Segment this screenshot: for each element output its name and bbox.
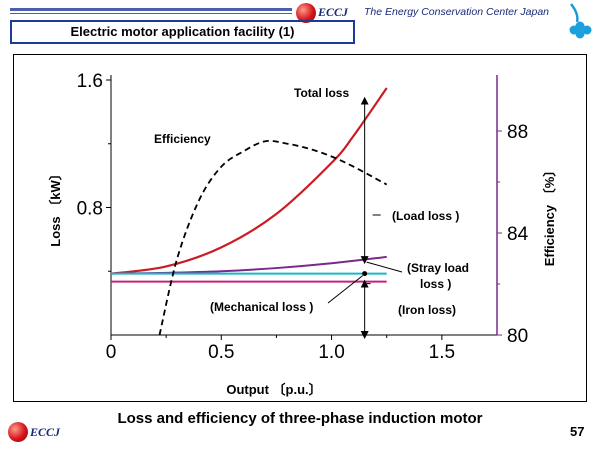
annotation-iron-loss: (Iron loss) bbox=[398, 303, 456, 317]
chart-frame: 0 0.5 1.0 1.5 0.8 1.6 80 84 88 Output 〔p.u.〕 Loss … bbox=[13, 54, 587, 402]
annotation-mechanical-loss: (Mechanical loss ) bbox=[210, 300, 313, 314]
x-tick-label: 1.0 bbox=[318, 342, 344, 363]
loss-efficiency-chart: 0 0.5 1.0 1.5 0.8 1.6 80 84 88 Output 〔p.u.〕 Loss … bbox=[48, 71, 557, 397]
y-axis-title: Loss 〔kW〕 bbox=[48, 167, 63, 246]
annotation-stray-load-loss: (Stray load bbox=[407, 261, 469, 275]
y-tick-label: 1.6 bbox=[77, 71, 103, 92]
organization-name: The Energy Conservation Center Japan bbox=[364, 6, 550, 18]
stray-loss-leader bbox=[366, 261, 403, 273]
header-rule bbox=[10, 8, 292, 11]
annotation-total-loss: Total loss bbox=[294, 86, 349, 100]
y2-tick-label: 80 bbox=[507, 326, 528, 347]
annotation-efficiency: Efficiency bbox=[154, 132, 211, 146]
clover-logo-icon bbox=[569, 3, 592, 39]
series-line-total bbox=[110, 87, 388, 275]
annotation-load-loss: (Load loss ) bbox=[392, 209, 459, 223]
series-line-efficiency bbox=[158, 139, 388, 336]
y-tick-label: 0.8 bbox=[77, 199, 103, 220]
slide-title: Electric motor application facility (1) bbox=[10, 20, 355, 44]
y2-tick-label: 84 bbox=[507, 224, 529, 245]
footer-eccj-logo-icon bbox=[8, 422, 28, 442]
page-number: 57 bbox=[570, 424, 585, 439]
y2-axis-title: Efficiency 〔%〕 bbox=[542, 164, 557, 267]
x-tick-label: 1.5 bbox=[429, 342, 455, 363]
x-tick-label: 0.5 bbox=[208, 342, 234, 363]
x-axis-title: Output 〔p.u.〕 bbox=[226, 382, 321, 397]
series-line-stray bbox=[110, 255, 387, 275]
x-tick-label: 0 bbox=[106, 342, 117, 363]
y2-tick-label: 88 bbox=[507, 122, 528, 143]
measurement-point bbox=[362, 271, 368, 277]
header-rule-thin bbox=[10, 13, 292, 14]
eccj-logo-icon bbox=[296, 3, 316, 23]
annotation-stray-load-loss-2: loss ) bbox=[420, 277, 451, 291]
footer-logo-text: ECCJ bbox=[30, 425, 61, 439]
mechanical-loss-leader bbox=[327, 275, 363, 304]
header-logo-text: ECCJ bbox=[318, 5, 349, 19]
figure-caption: Loss and efficiency of three-phase induc… bbox=[117, 410, 483, 427]
